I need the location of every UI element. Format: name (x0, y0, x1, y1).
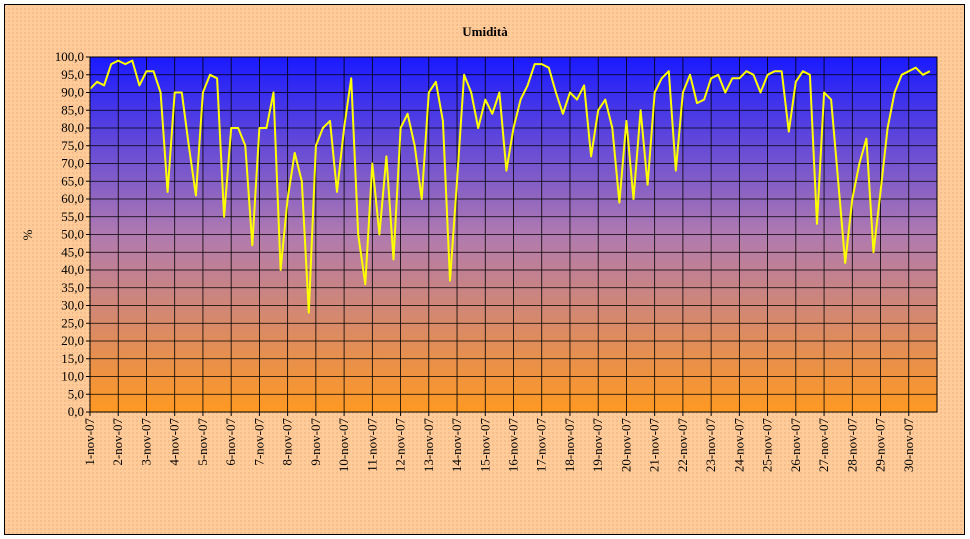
x-tick-label: 27-nov-07 (816, 418, 831, 473)
y-tick-label: 95,0 (61, 67, 84, 82)
y-tick-label: 15,0 (61, 351, 84, 366)
x-tick-label: 22-nov-07 (675, 418, 690, 473)
x-tick-label: 16-nov-07 (506, 418, 521, 473)
y-tick-label: 75,0 (61, 138, 84, 153)
x-tick-label: 10-nov-07 (336, 418, 351, 473)
y-axis-label: % (20, 229, 35, 240)
chart-title: Umidità (462, 24, 508, 39)
y-tick-label: 10,0 (61, 369, 84, 384)
data-line (89, 59, 931, 314)
x-tick-label: 7-nov-07 (251, 418, 266, 466)
y-tick-label: 45,0 (61, 244, 84, 259)
x-tick-label: 1-nov-07 (82, 418, 97, 466)
x-tick-label: 11-nov-07 (364, 418, 379, 472)
x-tick-label: 30-nov-07 (901, 418, 916, 473)
x-tick-label: 12-nov-07 (393, 418, 408, 473)
y-tick-label: 30,0 (61, 298, 84, 313)
x-tick-label: 2-nov-07 (110, 418, 125, 466)
x-tick-label: 4-nov-07 (167, 418, 182, 466)
y-tick-label: 90,0 (61, 85, 84, 100)
x-tick-label: 3-nov-07 (138, 418, 153, 466)
x-tick-label: 9-nov-07 (308, 418, 323, 466)
x-tick-label: 28-nov-07 (844, 418, 859, 473)
y-tick-label: 0,0 (68, 404, 84, 419)
x-tick-label: 21-nov-07 (647, 418, 662, 473)
x-tick-label: 29-nov-07 (873, 418, 888, 473)
y-tick-label: 25,0 (61, 315, 84, 330)
x-tick-label: 14-nov-07 (449, 418, 464, 473)
x-tick-label: 8-nov-07 (280, 418, 295, 466)
x-tick-label: 6-nov-07 (223, 418, 238, 466)
x-tick-label: 17-nov-07 (534, 418, 549, 473)
x-tick-label: 18-nov-07 (562, 418, 577, 473)
plot-area (89, 56, 938, 413)
y-tick-label: 20,0 (61, 333, 84, 348)
y-tick-label: 65,0 (61, 173, 84, 188)
y-tick-label: 70,0 (61, 156, 84, 171)
y-tick-label: 5,0 (68, 386, 84, 401)
x-tick-label: 13-nov-07 (421, 418, 436, 473)
x-tick-label: 20-nov-07 (618, 418, 633, 473)
y-tick-label: 55,0 (61, 209, 84, 224)
x-tick-label: 5-nov-07 (195, 418, 210, 466)
x-tick-label: 23-nov-07 (703, 418, 718, 473)
x-tick-label: 19-nov-07 (590, 418, 605, 473)
y-tick-label: 35,0 (61, 280, 84, 295)
y-tick-label: 100,0 (55, 49, 84, 64)
y-tick-label: 40,0 (61, 262, 84, 277)
y-tick-label: 80,0 (61, 120, 84, 135)
y-tick-label: 85,0 (61, 102, 84, 117)
y-tick-label: 60,0 (61, 191, 84, 206)
x-tick-label: 15-nov-07 (477, 418, 492, 473)
x-tick-label: 24-nov-07 (731, 418, 746, 473)
x-tick-label: 26-nov-07 (788, 418, 803, 473)
y-tick-label: 50,0 (61, 227, 84, 242)
x-tick-label: 25-nov-07 (760, 418, 775, 473)
